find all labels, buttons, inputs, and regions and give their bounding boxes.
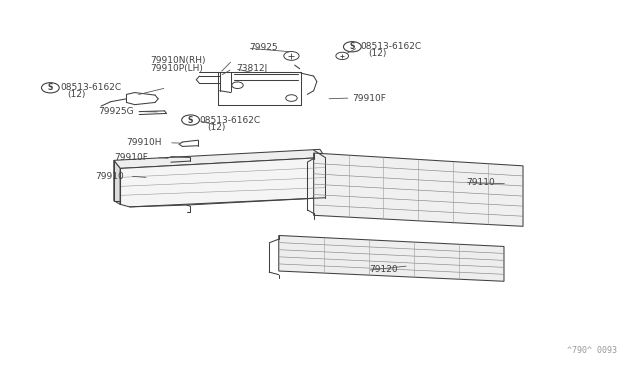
Text: S: S	[349, 42, 355, 51]
Text: 08513-6162C: 08513-6162C	[360, 42, 421, 51]
Text: 79910P(LH): 79910P(LH)	[150, 64, 203, 73]
Text: 79910F: 79910F	[114, 153, 148, 162]
Text: S: S	[188, 116, 193, 125]
Text: 08513-6162C: 08513-6162C	[200, 116, 260, 125]
Text: 79110: 79110	[466, 178, 495, 187]
Polygon shape	[114, 160, 120, 204]
Text: 73812J: 73812J	[236, 64, 268, 73]
Text: 79925: 79925	[249, 43, 278, 52]
Text: 79910: 79910	[95, 171, 124, 181]
Text: 79910H: 79910H	[127, 138, 162, 147]
Text: 79910N(RH): 79910N(RH)	[150, 56, 205, 65]
Text: 79910F: 79910F	[352, 93, 385, 103]
Polygon shape	[314, 153, 523, 226]
Text: ^790^ 0093: ^790^ 0093	[567, 346, 617, 355]
Text: 79120: 79120	[369, 265, 398, 274]
Text: 08513-6162C: 08513-6162C	[60, 83, 121, 92]
Polygon shape	[279, 235, 504, 281]
Text: S: S	[47, 83, 53, 92]
Polygon shape	[114, 149, 325, 169]
Text: (12): (12)	[368, 49, 387, 58]
Text: (12): (12)	[67, 90, 86, 99]
Text: 79925G: 79925G	[98, 107, 134, 116]
Text: (12): (12)	[208, 122, 226, 132]
Polygon shape	[120, 157, 325, 207]
